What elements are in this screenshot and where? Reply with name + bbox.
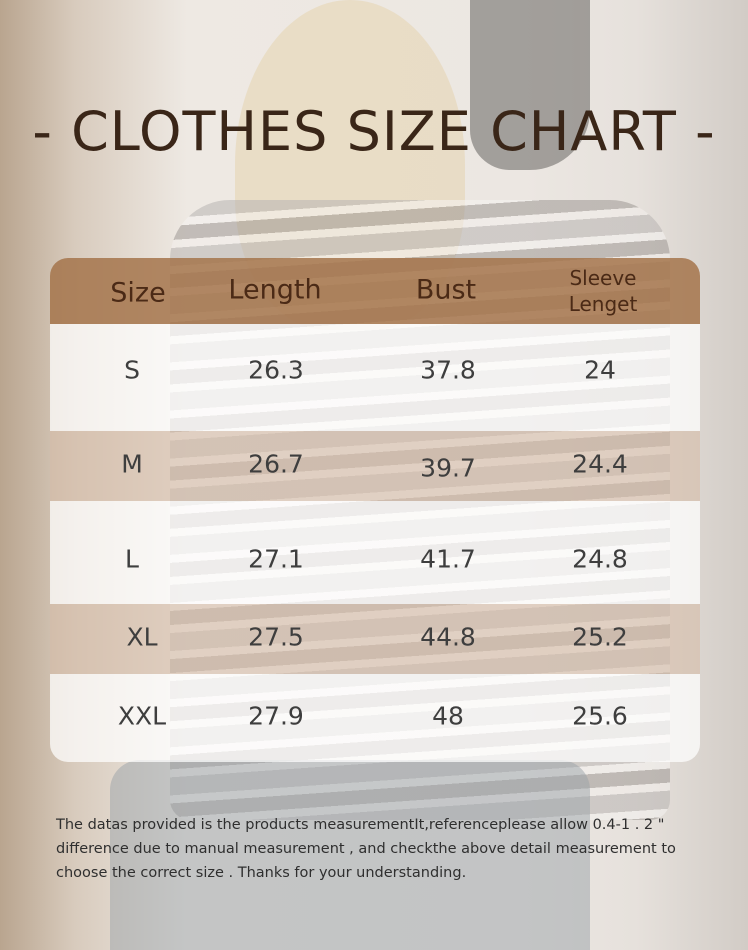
cell-size: XL [126, 622, 158, 652]
cell-length: 26.7 [248, 449, 304, 479]
table-row: M 26.7 39.7 24.4 [50, 431, 700, 501]
cell-size: M [121, 449, 143, 479]
cell-size: XXL [117, 701, 167, 731]
cell-sleeve: 25.2 [572, 622, 628, 652]
cell-sleeve: 24 [584, 355, 616, 385]
cell-sleeve: 24.4 [572, 449, 628, 479]
cell-length: 27.5 [248, 622, 304, 652]
table-row: XXL 27.9 48 25.6 [50, 674, 700, 762]
disclaimer-note: The datas provided is the products measu… [56, 817, 676, 881]
background-photo-hat [470, 0, 590, 170]
cell-length: 27.1 [248, 544, 304, 574]
header-sleeve: Sleeve Lenget [569, 265, 638, 317]
header-sleeve-line2: Lenget [568, 292, 638, 316]
cell-bust: 44.8 [420, 622, 476, 652]
header-length: Length [228, 274, 322, 306]
table-row: S 26.3 37.8 24 [50, 324, 700, 431]
cell-bust: 37.8 [420, 355, 476, 385]
cell-bust: 41.7 [420, 544, 476, 574]
cell-size: S [124, 355, 140, 385]
cell-length: 26.3 [248, 355, 304, 385]
cell-bust: 39.7 [420, 453, 476, 483]
cell-size: L [125, 544, 139, 574]
cell-length: 27.9 [248, 701, 304, 731]
header-size: Size [110, 277, 166, 309]
header-sleeve-line1: Sleeve [569, 266, 637, 290]
background-photo-jeans [110, 760, 590, 950]
table-row: L 27.1 41.7 24.8 [50, 501, 700, 604]
cell-sleeve: 25.6 [572, 701, 628, 731]
cell-sleeve: 24.8 [572, 544, 628, 574]
cell-bust: 48 [432, 701, 464, 731]
table-row: XL 27.5 44.8 25.2 [50, 604, 700, 674]
chart-title: - CLOTHES SIZE CHART - [32, 100, 716, 163]
header-bust: Bust [415, 274, 477, 306]
table-header: Size Length Bust Sleeve Lenget [50, 258, 700, 324]
size-table: Size Length Bust Sleeve Lenget S 26.3 37.8… [50, 258, 700, 762]
